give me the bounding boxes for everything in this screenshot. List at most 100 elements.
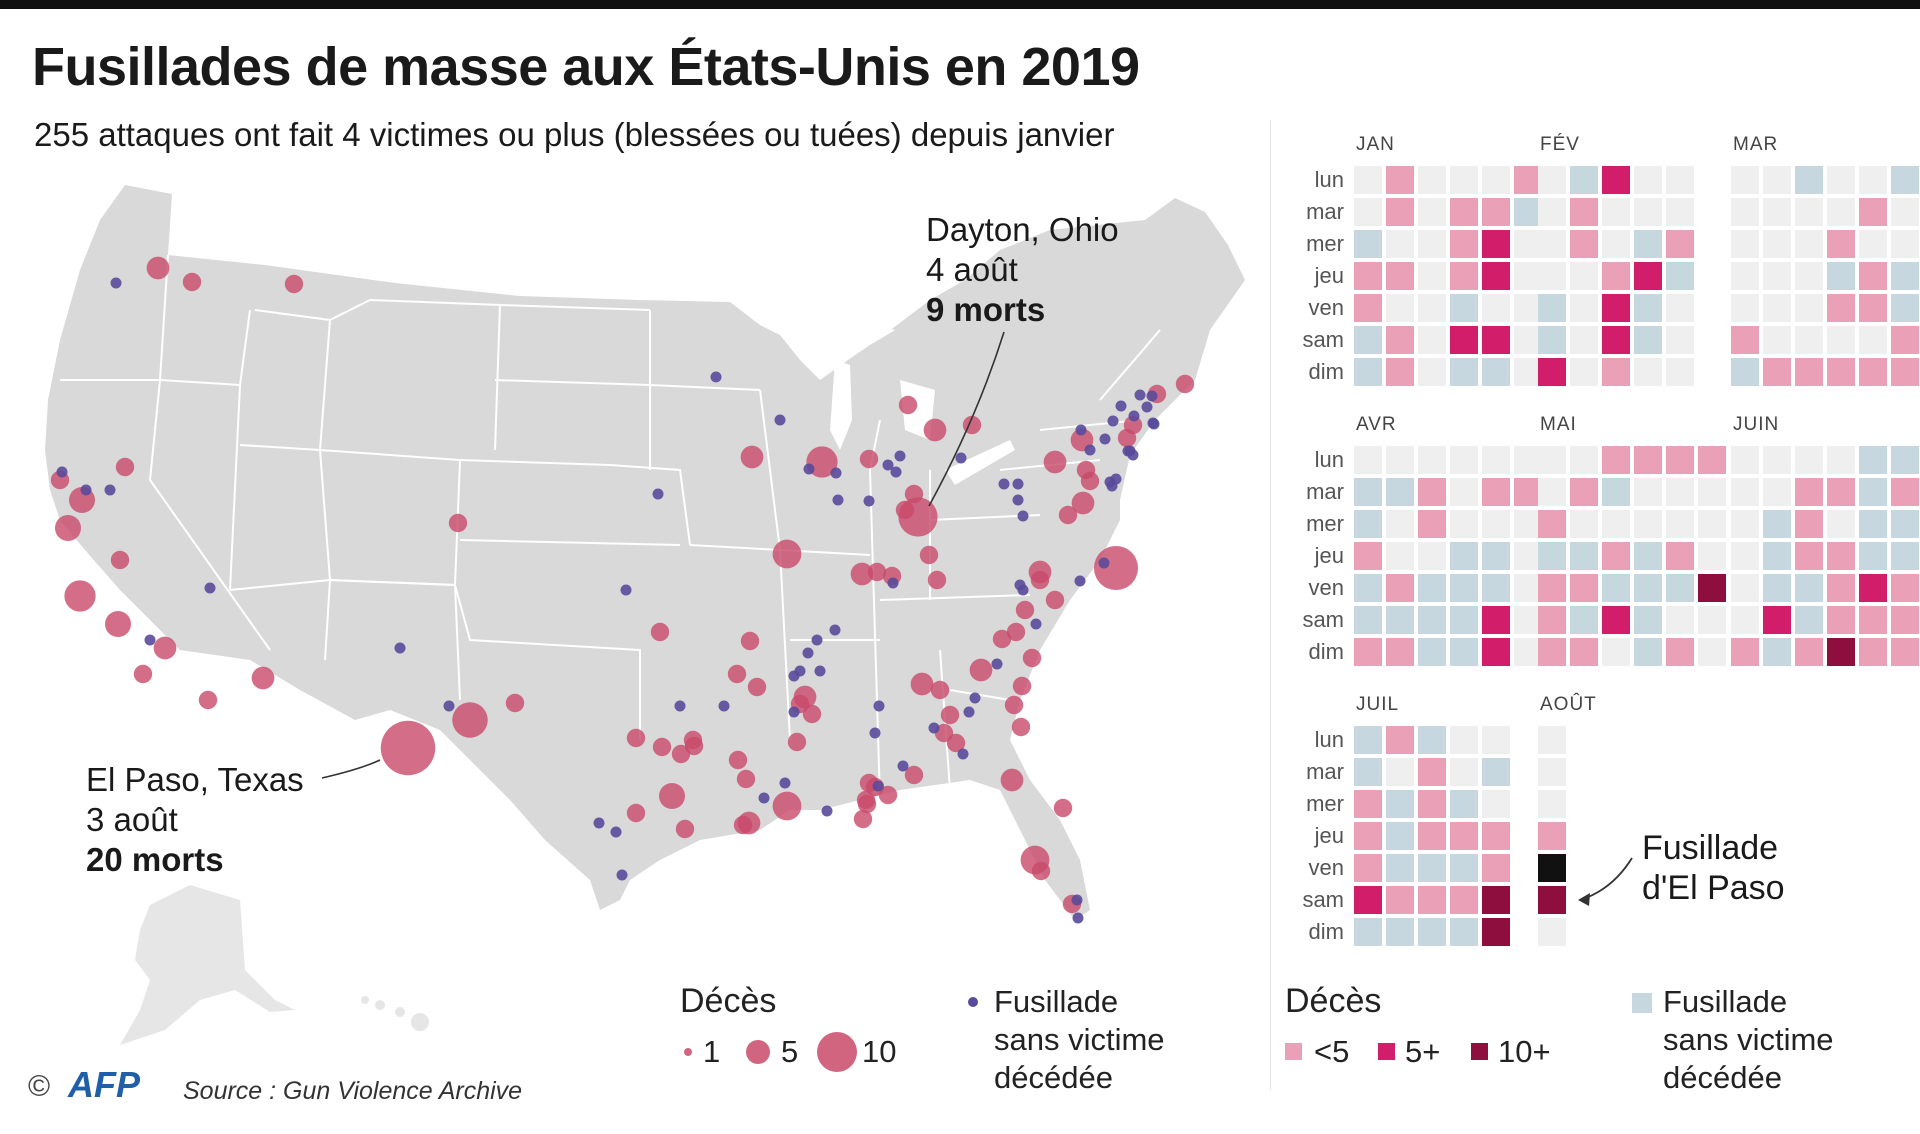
calendar-day-cell bbox=[1763, 478, 1791, 506]
death-bubble bbox=[115, 457, 135, 477]
calendar-day-cell bbox=[1602, 294, 1630, 322]
no-death-dot bbox=[718, 700, 730, 712]
calendar-day-cell bbox=[1538, 230, 1566, 258]
calendar-day-cell bbox=[1634, 542, 1662, 570]
no-death-dot bbox=[56, 466, 68, 478]
alaska-hawaii-inset bbox=[120, 885, 429, 1045]
calendar-day-cell bbox=[1450, 574, 1478, 602]
calendar-day-cell bbox=[1602, 542, 1630, 570]
calendar-day-cell bbox=[1418, 726, 1446, 754]
no-death-dot bbox=[832, 494, 844, 506]
no-death-dot bbox=[1146, 390, 1158, 402]
weekday-label: lun bbox=[1314, 167, 1344, 192]
calendar-day-cell bbox=[1827, 478, 1855, 506]
weekday-label: ven bbox=[1308, 575, 1344, 600]
calendar-day-cell bbox=[1354, 790, 1382, 818]
calendar-day-cell bbox=[1514, 230, 1542, 258]
death-bubble bbox=[54, 514, 82, 542]
calendar-legend-no-death-line2: sans victime bbox=[1663, 1022, 1834, 1057]
death-bubble bbox=[910, 672, 934, 696]
calendar-day-cell bbox=[1386, 638, 1414, 666]
calendar-day-cell bbox=[1891, 606, 1919, 634]
death-bubble bbox=[728, 750, 748, 770]
death-bubble bbox=[1022, 648, 1042, 668]
callout-dayton: Dayton, Ohio 4 août 9 morts bbox=[926, 210, 1119, 330]
calendar-day-cell bbox=[1482, 542, 1510, 570]
calendar-day-cell bbox=[1418, 918, 1446, 946]
calendar-day-cell bbox=[1450, 822, 1478, 850]
weekday-label: mar bbox=[1306, 759, 1344, 784]
death-bubble bbox=[733, 815, 753, 835]
calendar-day-cell bbox=[1763, 358, 1791, 386]
no-death-dot bbox=[1107, 415, 1119, 427]
calendar-day-cell bbox=[1482, 230, 1510, 258]
calendar-day-cell bbox=[1538, 790, 1566, 818]
calendar-day-cell bbox=[1570, 510, 1598, 538]
calendar-day-cell bbox=[1354, 854, 1382, 882]
calendar-day-cell bbox=[1354, 886, 1382, 914]
death-bubble bbox=[992, 629, 1012, 649]
calendar-day-cell bbox=[1450, 790, 1478, 818]
calendar-day-cell bbox=[1418, 326, 1446, 354]
no-death-dot bbox=[1098, 557, 1110, 569]
death-bubble bbox=[772, 539, 802, 569]
calendar-day-cell bbox=[1354, 574, 1382, 602]
calendar-day-cell bbox=[1354, 510, 1382, 538]
calendar-day-cell bbox=[1731, 294, 1759, 322]
map-legend-no-death-line3: décédée bbox=[994, 1060, 1113, 1095]
calendar-day-cell bbox=[1763, 326, 1791, 354]
calendar-legend-5plus: 5+ bbox=[1405, 1034, 1441, 1069]
calendar-day-cell bbox=[1386, 262, 1414, 290]
calendar-day-cell bbox=[1698, 510, 1726, 538]
callout-calendar-el-paso: Fusillade d'El Paso bbox=[1642, 828, 1785, 908]
calendar-day-cell bbox=[1482, 726, 1510, 754]
calendar-day-cell bbox=[1666, 294, 1694, 322]
death-bubble bbox=[853, 809, 873, 829]
calendar-day-cell bbox=[1634, 606, 1662, 634]
calendar-day-cell bbox=[1891, 326, 1919, 354]
death-bubble bbox=[857, 794, 877, 814]
month-label: JUIN bbox=[1733, 414, 1780, 435]
calendar-day-cell bbox=[1450, 230, 1478, 258]
no-death-dot bbox=[593, 817, 605, 829]
no-death-dot bbox=[863, 495, 875, 507]
calendar-day-cell bbox=[1354, 294, 1382, 322]
calendar-day-cell bbox=[1450, 262, 1478, 290]
calendar-day-cell bbox=[1602, 326, 1630, 354]
calendar-day-cell bbox=[1570, 198, 1598, 226]
calendar-day-cell bbox=[1602, 166, 1630, 194]
calendar-day-cell bbox=[1859, 230, 1887, 258]
calendar-day-cell bbox=[1763, 446, 1791, 474]
no-death-dot bbox=[821, 805, 833, 817]
no-death-dot bbox=[872, 780, 884, 792]
calendar-day-cell bbox=[1891, 262, 1919, 290]
death-bubble bbox=[505, 693, 525, 713]
calendar-day-cell bbox=[1859, 574, 1887, 602]
no-death-dot bbox=[204, 582, 216, 594]
calendar-day-cell bbox=[1450, 358, 1478, 386]
calendar-day-cell bbox=[1731, 262, 1759, 290]
no-death-dot bbox=[110, 277, 122, 289]
map-legend-no-death-line1: Fusillade bbox=[994, 984, 1119, 1019]
calendar-day-cell bbox=[1538, 510, 1566, 538]
calendar-day-cell bbox=[1418, 198, 1446, 226]
calendar-day-cell bbox=[1354, 166, 1382, 194]
calendar-day-cell bbox=[1418, 358, 1446, 386]
calendar-day-cell bbox=[1602, 262, 1630, 290]
calendar-day-cell bbox=[1482, 918, 1510, 946]
calendar-day-cell bbox=[1514, 262, 1542, 290]
death-bubble bbox=[850, 562, 874, 586]
no-death-dot bbox=[1122, 445, 1134, 457]
calendar-day-cell bbox=[1418, 478, 1446, 506]
no-death-dot bbox=[830, 467, 842, 479]
calendar-day-cell bbox=[1386, 326, 1414, 354]
calendar-day-cell bbox=[1666, 542, 1694, 570]
page-title: Fusillades de masse aux États-Unis en 20… bbox=[32, 37, 1140, 97]
calendar-day-cell bbox=[1354, 446, 1382, 474]
calendar-day-cell bbox=[1731, 166, 1759, 194]
month-label: AVR bbox=[1356, 414, 1397, 435]
calendar-day-cell bbox=[1570, 358, 1598, 386]
calendar-day-cell bbox=[1859, 294, 1887, 322]
calendar-day-cell bbox=[1386, 542, 1414, 570]
